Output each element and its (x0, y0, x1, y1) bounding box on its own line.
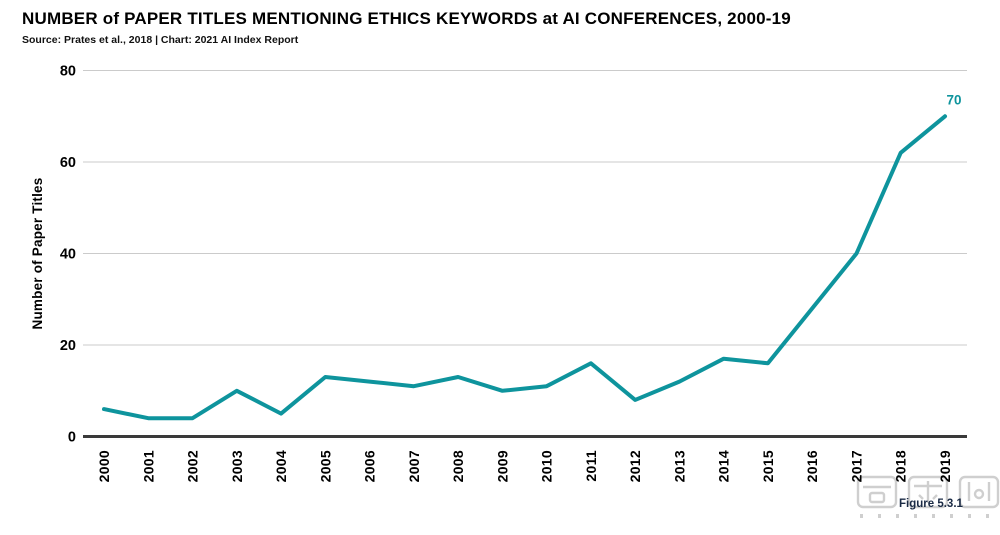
x-tick-label-2002: 2002 (185, 450, 201, 482)
y-tick-label-80: 80 (60, 64, 76, 80)
end-point-value: 70 (946, 92, 961, 107)
zhidx-watermark (856, 471, 1000, 526)
x-tick-label-2017: 2017 (848, 450, 864, 482)
y-axis-title-text: Number of Paper Titles (30, 178, 45, 330)
x-tick-label-2001: 2001 (140, 450, 156, 482)
watermark-glyph-2 (907, 475, 949, 509)
watermark-glyph-3 (958, 475, 1000, 509)
watermark-small-text (860, 514, 989, 518)
series-line (102, 114, 947, 421)
x-tick-label-2000: 2000 (96, 450, 112, 482)
x-tick-label-2008: 2008 (450, 450, 466, 482)
x-tick-label-2003: 2003 (229, 450, 245, 482)
x-tick-label-2009: 2009 (494, 450, 510, 482)
end-value-label: 70 (946, 92, 961, 107)
x-tick-label-2019: 2019 (937, 450, 953, 482)
x-tick-label-2010: 2010 (539, 450, 555, 482)
x-tick-label-2006: 2006 (362, 450, 378, 482)
gridlines (83, 70, 967, 346)
y-tick-label-40: 40 (60, 247, 76, 263)
y-axis-title: Number of Paper Titles (30, 178, 45, 330)
x-tick-label-2005: 2005 (317, 450, 333, 482)
x-tick-label-2013: 2013 (671, 450, 687, 482)
figure-number-label: Figure 5.3.1 (899, 498, 963, 510)
chart-title: NUMBER of PAPER TITLES MENTIONING ETHICS… (22, 9, 791, 28)
watermark-glyph-1 (856, 475, 898, 509)
x-tick-label-2014: 2014 (716, 450, 732, 482)
y-tick-labels: 0 20 40 60 80 (60, 64, 76, 446)
x-tick-label-2011: 2011 (583, 450, 599, 482)
chart-subtitle: Source: Prates et al., 2018 | Chart: 202… (22, 34, 299, 46)
x-tick-label-2007: 2007 (406, 450, 422, 482)
x-tick-labels: 2000 2001 2002 2003 2004 2005 2006 2007 2008 2009… (96, 450, 953, 482)
y-tick-label-60: 60 (60, 155, 76, 171)
y-tick-label-0: 0 (68, 430, 76, 446)
y-tick-label-20: 20 (60, 338, 76, 354)
x-tick-label-2015: 2015 (760, 450, 776, 482)
x-tick-label-2004: 2004 (273, 450, 289, 482)
x-tick-label-2016: 2016 (804, 450, 820, 482)
x-tick-label-2018: 2018 (893, 450, 909, 482)
x-tick-label-2012: 2012 (627, 450, 643, 482)
data-line (102, 114, 947, 421)
